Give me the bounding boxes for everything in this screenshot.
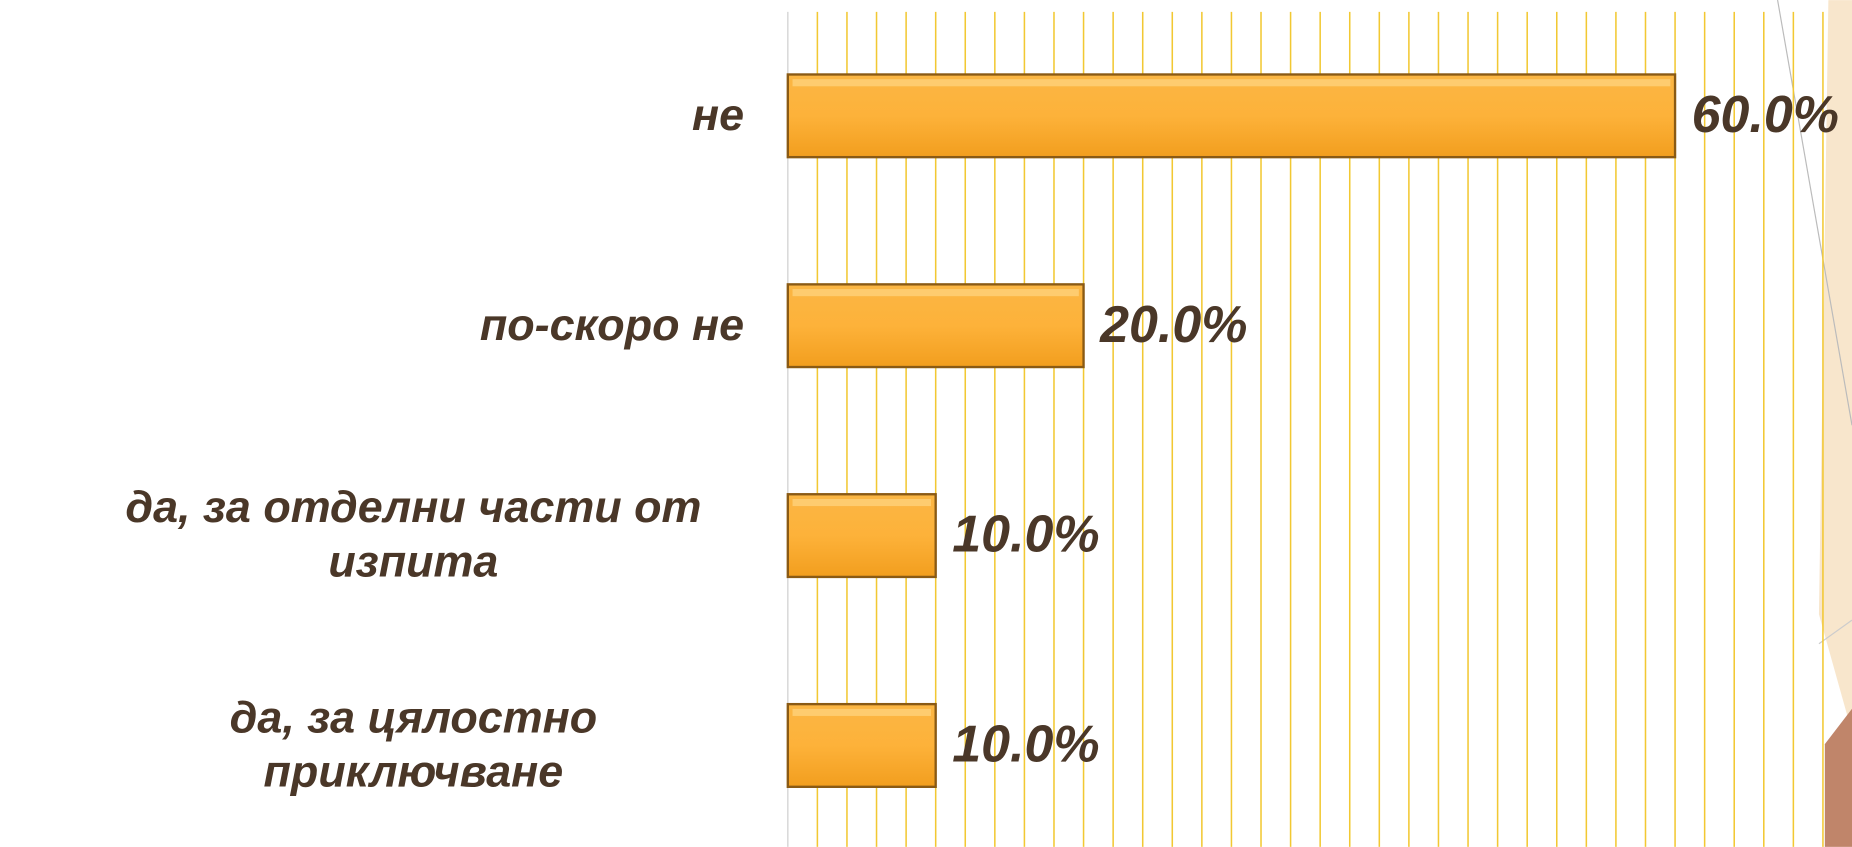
category-label-box: да, за отделни части от изпита <box>35 465 744 607</box>
value-label: 10.0% <box>952 716 1099 774</box>
bar-bevel <box>792 498 931 507</box>
bar-bevel <box>792 708 931 716</box>
category-label: по-скоро не <box>479 300 745 351</box>
category-label-wrap: да, за отделни части от изпита <box>35 465 744 607</box>
value-label: 20.0% <box>1099 296 1247 354</box>
category-label-box: да, за цялостно приключване <box>35 675 744 817</box>
bar <box>786 73 1677 159</box>
category-label-wrap: не <box>35 45 744 187</box>
bar <box>786 283 1085 369</box>
bar <box>786 702 937 788</box>
bar <box>786 493 937 579</box>
category-label-wrap: да, за цялостно приключване <box>35 675 744 817</box>
category-label: не <box>692 91 745 141</box>
value-label: 60.0% <box>1692 86 1839 144</box>
decoration <box>1777 0 1852 847</box>
category-label-box: по-скоро не <box>35 255 744 397</box>
category-label-box: не <box>35 45 744 187</box>
bar-bevel <box>792 289 1079 297</box>
category-label: да, за цялостно приключване <box>229 693 598 798</box>
bar-bevel <box>792 79 1671 87</box>
category-label-wrap: по-скоро не <box>35 255 744 397</box>
value-label: 10.0% <box>952 506 1099 564</box>
category-label: да, за отделни части от изпита <box>125 483 702 588</box>
